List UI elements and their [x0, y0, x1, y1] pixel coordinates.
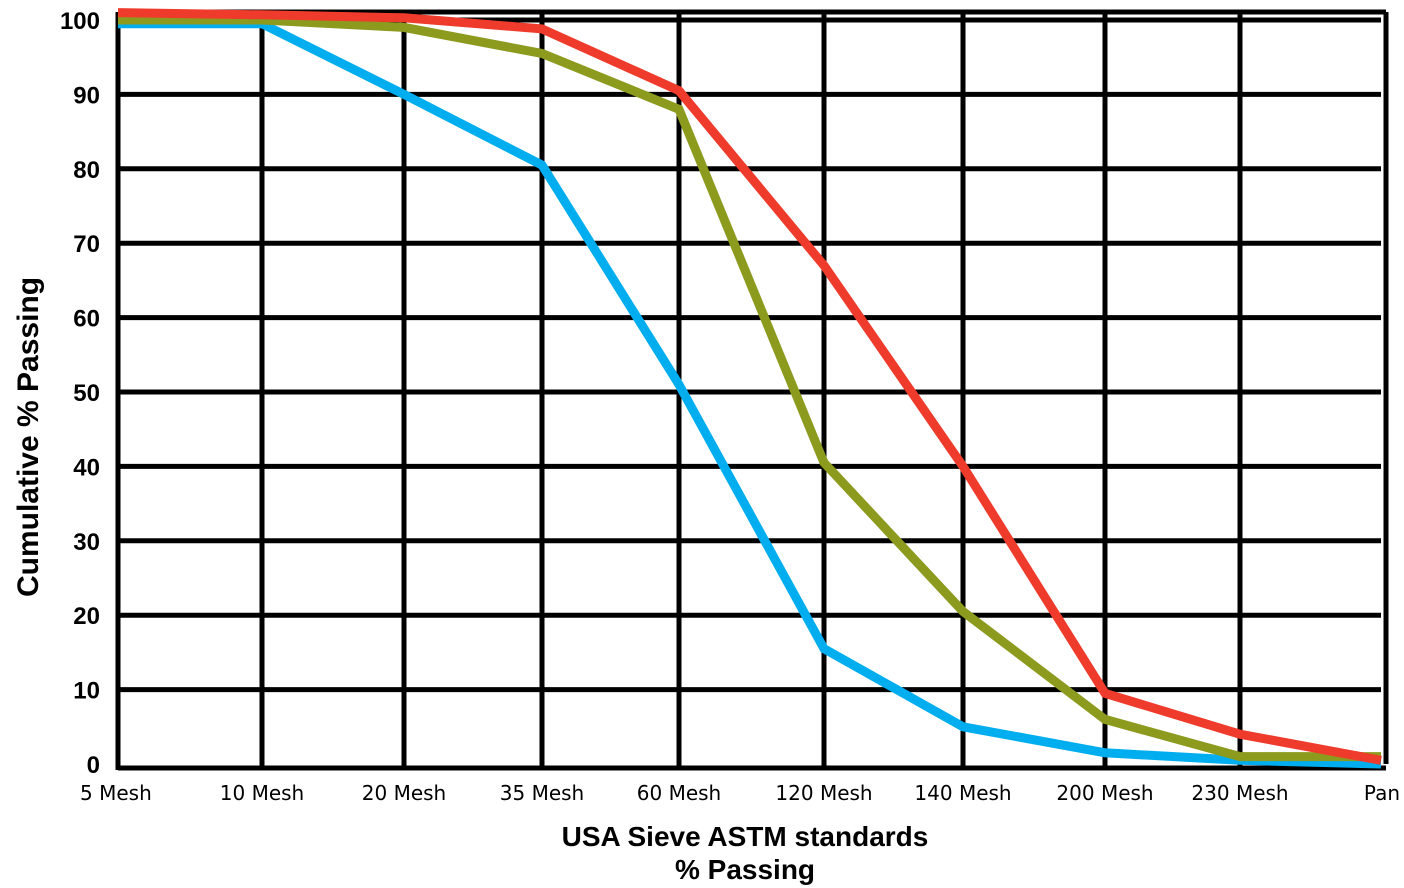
y-tick-label: 50: [73, 380, 100, 407]
y-tick-label: 10: [73, 678, 100, 705]
y-tick-label: 100: [60, 8, 100, 35]
y-tick-label: 30: [73, 529, 100, 556]
x-tick-label: 120 Mesh: [775, 781, 872, 805]
y-tick-label: 0: [87, 752, 100, 779]
x-tick-label: 5 Mesh: [80, 781, 152, 805]
y-axis-title: Cumulative % Passing: [12, 277, 45, 597]
chart-grid: [115, 9, 1389, 771]
x-tick-label: 140 Mesh: [914, 781, 1011, 805]
y-axis-ticks: 0 10 20 30 40 50 60 70 80 90 100: [60, 8, 100, 779]
y-tick-label: 60: [73, 306, 100, 333]
x-axis-ticks: 5 Mesh 10 Mesh 20 Mesh 35 Mesh 60 Mesh 120 Me…: [80, 781, 1400, 805]
series-line-1: [118, 19, 1382, 769]
y-tick-label: 90: [73, 82, 100, 109]
y-tick-label: 20: [73, 603, 100, 630]
x-axis-title-line-1: USA Sieve ASTM standards: [562, 821, 929, 852]
x-tick-label: 35 Mesh: [500, 781, 584, 805]
x-tick-label: 20 Mesh: [362, 781, 446, 805]
x-axis-title-line-2: % Passing: [675, 854, 815, 885]
chart-series: [117, 8, 1382, 769]
series-line-3: [117, 8, 1382, 765]
x-tick-label: 10 Mesh: [220, 781, 304, 805]
y-tick-label: 80: [73, 157, 100, 184]
series-line-2: [118, 15, 1381, 762]
x-tick-label: 230 Mesh: [1191, 781, 1288, 805]
y-tick-label: 40: [73, 454, 100, 481]
x-tick-label: 200 Mesh: [1056, 781, 1153, 805]
x-tick-label: 60 Mesh: [637, 781, 721, 805]
x-tick-label: Pan: [1364, 781, 1400, 805]
y-tick-label: 70: [73, 231, 100, 258]
